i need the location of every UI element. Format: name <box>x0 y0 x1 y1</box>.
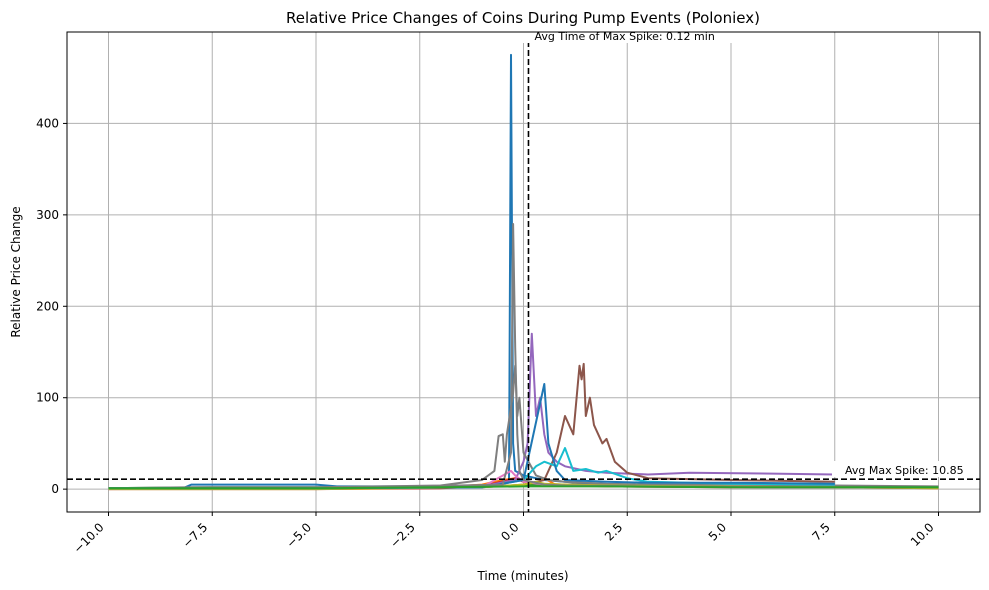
y-axis-label: Relative Price Change <box>9 206 23 337</box>
y-tick-label: 200 <box>36 299 59 313</box>
y-tick-label: 0 <box>51 482 59 496</box>
series-line-coin-5 <box>108 332 835 490</box>
avg-spike-label-box <box>832 461 988 477</box>
series-layer <box>108 53 939 491</box>
grid <box>67 32 980 512</box>
series-line-coin-13 <box>108 485 939 490</box>
x-axis-label: Time (minutes) <box>476 569 568 583</box>
chart-title: Relative Price Changes of Coins During P… <box>286 9 760 27</box>
avg-time-label: Avg Time of Max Spike: 0.12 min <box>534 30 714 43</box>
series-line-coin-8 <box>108 364 939 490</box>
annotation-layer: Avg Time of Max Spike: 0.12 min Avg Max S… <box>67 27 988 512</box>
avg-spike-label: Avg Max Spike: 10.85 <box>845 464 964 477</box>
y-tick-label: 400 <box>36 116 59 130</box>
y-tick-label: 100 <box>36 391 59 405</box>
avg-time-label-box <box>519 27 742 43</box>
y-tick-label: 300 <box>36 208 59 222</box>
